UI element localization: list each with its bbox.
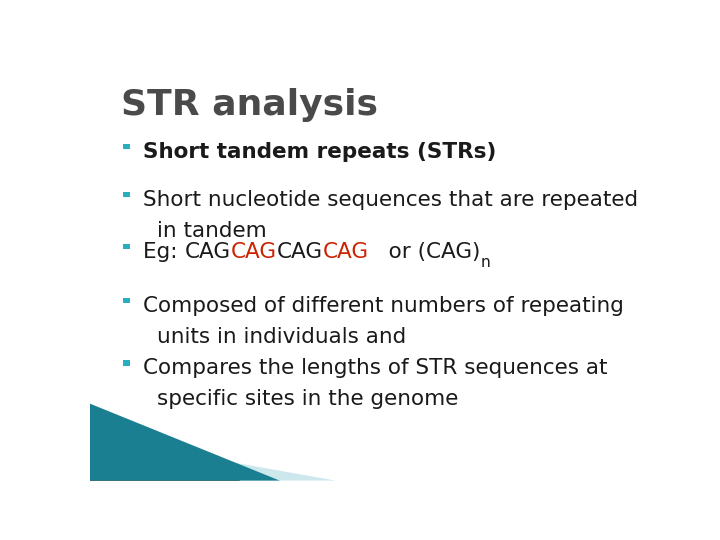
Text: n: n <box>481 255 490 270</box>
Bar <box>122 192 130 197</box>
Polygon shape <box>90 424 240 481</box>
Text: or (CAG): or (CAG) <box>369 241 481 261</box>
Text: STR analysis: STR analysis <box>121 87 378 122</box>
Text: Composed of different numbers of repeating: Composed of different numbers of repeati… <box>143 295 624 315</box>
Bar <box>122 298 130 303</box>
Text: CAG: CAG <box>230 241 276 261</box>
Text: in tandem: in tandem <box>157 221 266 241</box>
Text: Compares the lengths of STR sequences at: Compares the lengths of STR sequences at <box>143 358 608 378</box>
Text: Eg:: Eg: <box>143 241 184 261</box>
Text: Short tandem repeats (STRs): Short tandem repeats (STRs) <box>143 141 496 161</box>
Polygon shape <box>90 437 336 481</box>
Bar <box>122 144 130 150</box>
Bar <box>122 244 130 249</box>
Polygon shape <box>90 404 280 481</box>
Text: Short nucleotide sequences that are repeated: Short nucleotide sequences that are repe… <box>143 190 638 210</box>
Text: CAG: CAG <box>276 241 323 261</box>
Text: CAG: CAG <box>323 241 369 261</box>
Bar <box>122 360 130 366</box>
Text: specific sites in the genome: specific sites in the genome <box>157 389 459 409</box>
Text: CAG: CAG <box>184 241 230 261</box>
Text: units in individuals and: units in individuals and <box>157 327 406 347</box>
Bar <box>122 244 130 249</box>
